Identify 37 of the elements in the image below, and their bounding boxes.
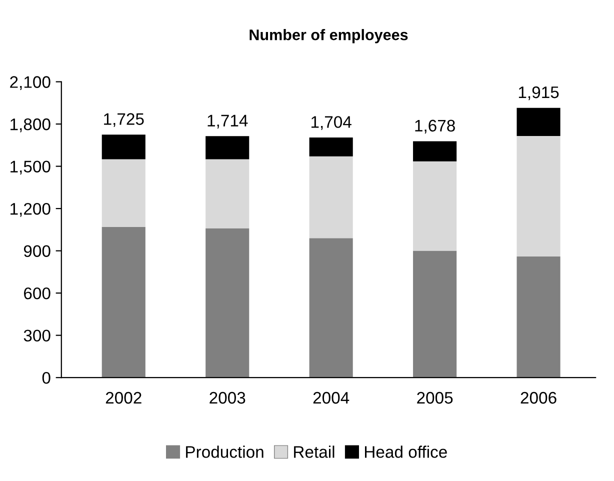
y-tick-label: 0	[42, 372, 50, 384]
bar	[102, 134, 146, 160]
bar	[309, 238, 353, 378]
bar	[309, 138, 353, 156]
bar	[516, 108, 560, 136]
y-tick-label: 2,100	[10, 76, 50, 90]
total-label: 1,915	[518, 86, 559, 100]
bar	[206, 136, 250, 160]
bar	[206, 228, 250, 378]
x-tick-label: 2003	[210, 392, 246, 404]
x-tick-label: 2004	[313, 392, 350, 404]
y-tick-label: 1,500	[10, 160, 50, 174]
bar	[413, 250, 457, 378]
y-tick-label: 1,800	[10, 118, 50, 132]
bar	[102, 226, 146, 378]
legend-label: Production	[186, 446, 264, 458]
bar	[413, 141, 457, 162]
bar	[413, 161, 457, 251]
y-tick-label: 300	[24, 330, 50, 342]
total-label: 1,704	[312, 116, 352, 130]
bar	[206, 159, 250, 228]
total-label: 1,678	[415, 120, 455, 134]
x-tick-label: 2006	[520, 392, 556, 404]
bar	[516, 136, 560, 256]
legend-label: Retail	[294, 446, 334, 458]
bar	[516, 256, 560, 378]
total-label: 1,725	[104, 113, 144, 127]
y-tick-label: 900	[24, 245, 50, 258]
y-tick-label: 600	[24, 287, 50, 300]
x-tick-label: 2005	[417, 392, 453, 404]
chart-title: Number of employees	[250, 29, 408, 44]
bar	[102, 159, 146, 227]
x-tick-label: 2002	[106, 392, 142, 404]
legend-label: Head office	[365, 446, 447, 458]
total-label: 1,714	[208, 114, 248, 128]
y-tick-label: 1,200	[10, 202, 50, 217]
bar	[309, 156, 353, 238]
